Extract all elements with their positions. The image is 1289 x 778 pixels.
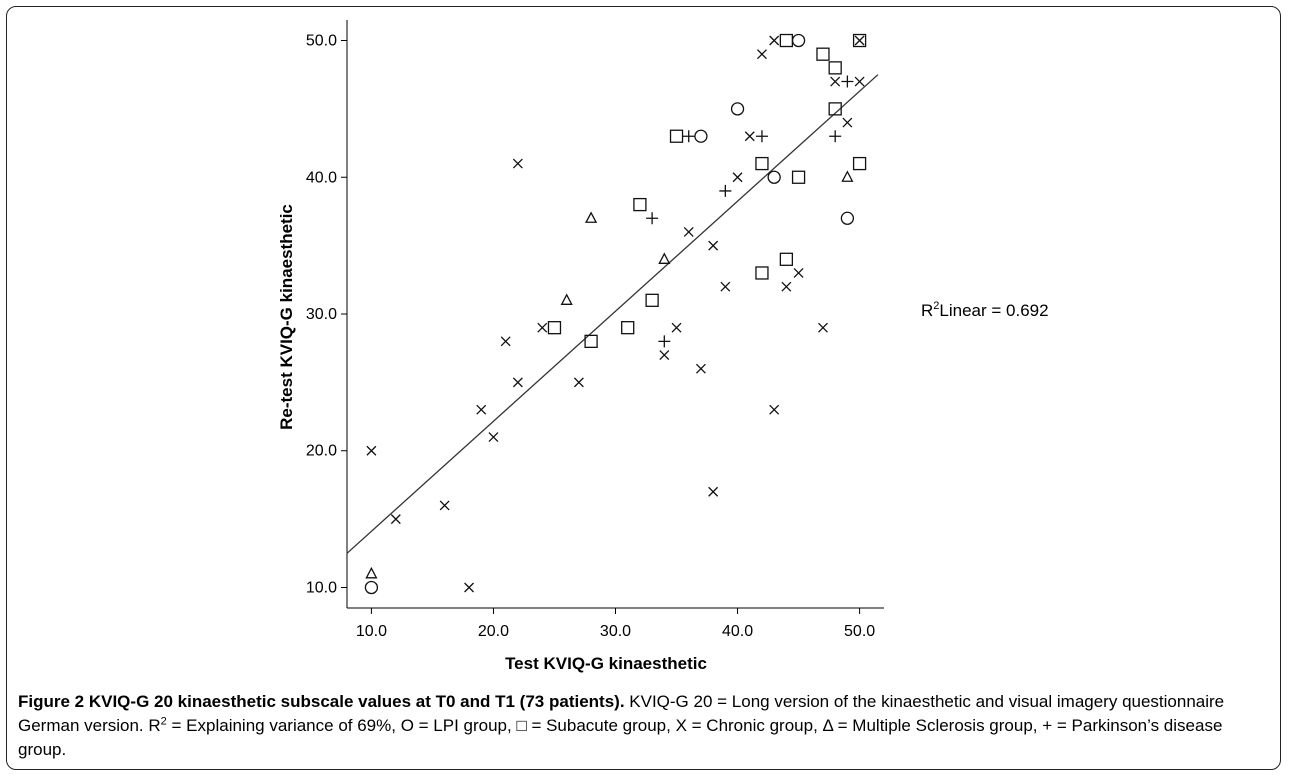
triangle-marker (585, 211, 598, 223)
plus-marker (646, 212, 659, 225)
x-marker (439, 500, 450, 511)
x-marker (769, 35, 780, 46)
plus-marker (658, 335, 671, 348)
circle-marker (364, 580, 379, 595)
x-marker (854, 35, 865, 46)
x-marker (573, 377, 584, 388)
figure-caption: Figure 2 KVIQ-G 20 kinaesthetic subscale… (18, 690, 1273, 762)
plus-marker (682, 130, 695, 143)
x-tick-label: 10.0 (356, 623, 387, 640)
triangle-marker (365, 566, 378, 579)
scatter-chart: 10.0 20.0 30.0 40.0 50.0 10.0 20.0 30.0 40.0 50.0… (277, 20, 1049, 673)
circle-marker (840, 211, 855, 225)
square-marker (621, 321, 635, 335)
r-squared-prefix: R (921, 301, 933, 320)
square-marker (852, 33, 867, 48)
triangle-marker (560, 293, 573, 305)
square-marker (779, 252, 794, 266)
x-marker (781, 281, 792, 292)
square-marker (755, 266, 769, 280)
x-tick-label: 40.0 (722, 623, 753, 640)
x-marker (671, 322, 682, 333)
plus-marker (755, 130, 768, 143)
chart-axes: 10.0 20.0 30.0 40.0 50.0 10.0 20.0 30.0 40.0 50.0 (306, 20, 884, 640)
x-marker (366, 445, 377, 456)
x-marker (683, 226, 694, 237)
plus-marker (829, 130, 842, 143)
y-tick-label: 10.0 (306, 579, 337, 596)
caption-title: Figure 2 KVIQ-G 20 kinaesthetic subscale… (18, 692, 625, 711)
circle-marker (730, 102, 745, 116)
r-squared-text: Linear = 0.692 (939, 301, 1048, 320)
x-marker (756, 49, 767, 60)
x-marker (464, 582, 475, 593)
x-marker (695, 363, 706, 374)
caption-text-2: = Explaining variance of 69%, O = LPI gr… (18, 716, 1223, 759)
circle-marker (694, 129, 708, 143)
x-marker (744, 131, 755, 142)
fit-line (346, 74, 879, 554)
x-tick-label: 20.0 (478, 623, 509, 640)
x-marker (842, 117, 853, 128)
x-marker (512, 377, 523, 388)
x-marker (512, 158, 523, 169)
figure-frame (6, 6, 1281, 770)
square-marker (755, 156, 769, 171)
y-tick-label: 40.0 (306, 169, 337, 186)
square-marker (779, 33, 794, 48)
x-marker (390, 514, 401, 525)
x-marker (854, 76, 865, 87)
triangle-marker (841, 170, 854, 182)
square-marker (828, 102, 842, 116)
y-tick-label: 50.0 (306, 33, 337, 50)
square-marker (584, 334, 598, 348)
square-marker (791, 170, 806, 184)
caption-text-1: KVIQ-G 20 = Long version of the kinaesth… (18, 692, 1225, 735)
square-marker (669, 129, 684, 143)
x-marker (476, 404, 487, 415)
x-marker (537, 322, 548, 333)
plus-marker (719, 184, 732, 197)
x-marker (830, 76, 841, 87)
square-marker (633, 197, 647, 212)
square-marker (852, 156, 867, 171)
x-marker (720, 281, 731, 292)
r-squared-superscript: 2 (933, 300, 939, 312)
x-tick-label: 30.0 (600, 623, 631, 640)
x-marker (659, 350, 670, 360)
chart-marks (346, 33, 879, 595)
x-marker (488, 432, 499, 443)
x-marker (708, 486, 719, 497)
circle-marker (791, 33, 806, 48)
y-axis-label: Re-test KVIQ-G kinaesthetic (277, 204, 296, 430)
x-marker (818, 322, 828, 333)
x-marker (708, 240, 719, 251)
square-marker (828, 61, 842, 75)
caption-superscript: 2 (160, 715, 167, 728)
x-marker (500, 336, 511, 347)
triangle-marker (658, 252, 671, 264)
x-marker (732, 172, 743, 183)
x-marker (769, 404, 780, 415)
y-tick-label: 20.0 (306, 443, 337, 460)
circle-marker (767, 170, 781, 184)
square-marker (816, 47, 830, 61)
r-squared-annotation: R2Linear = 0.692 (921, 300, 1049, 320)
x-marker (793, 268, 804, 278)
y-tick-label: 30.0 (306, 306, 337, 323)
x-axis-label: Test KVIQ-G kinaesthetic (505, 654, 707, 673)
x-tick-label: 50.0 (844, 623, 875, 640)
square-marker (645, 293, 659, 307)
square-marker (547, 321, 562, 335)
plus-marker (841, 75, 854, 88)
